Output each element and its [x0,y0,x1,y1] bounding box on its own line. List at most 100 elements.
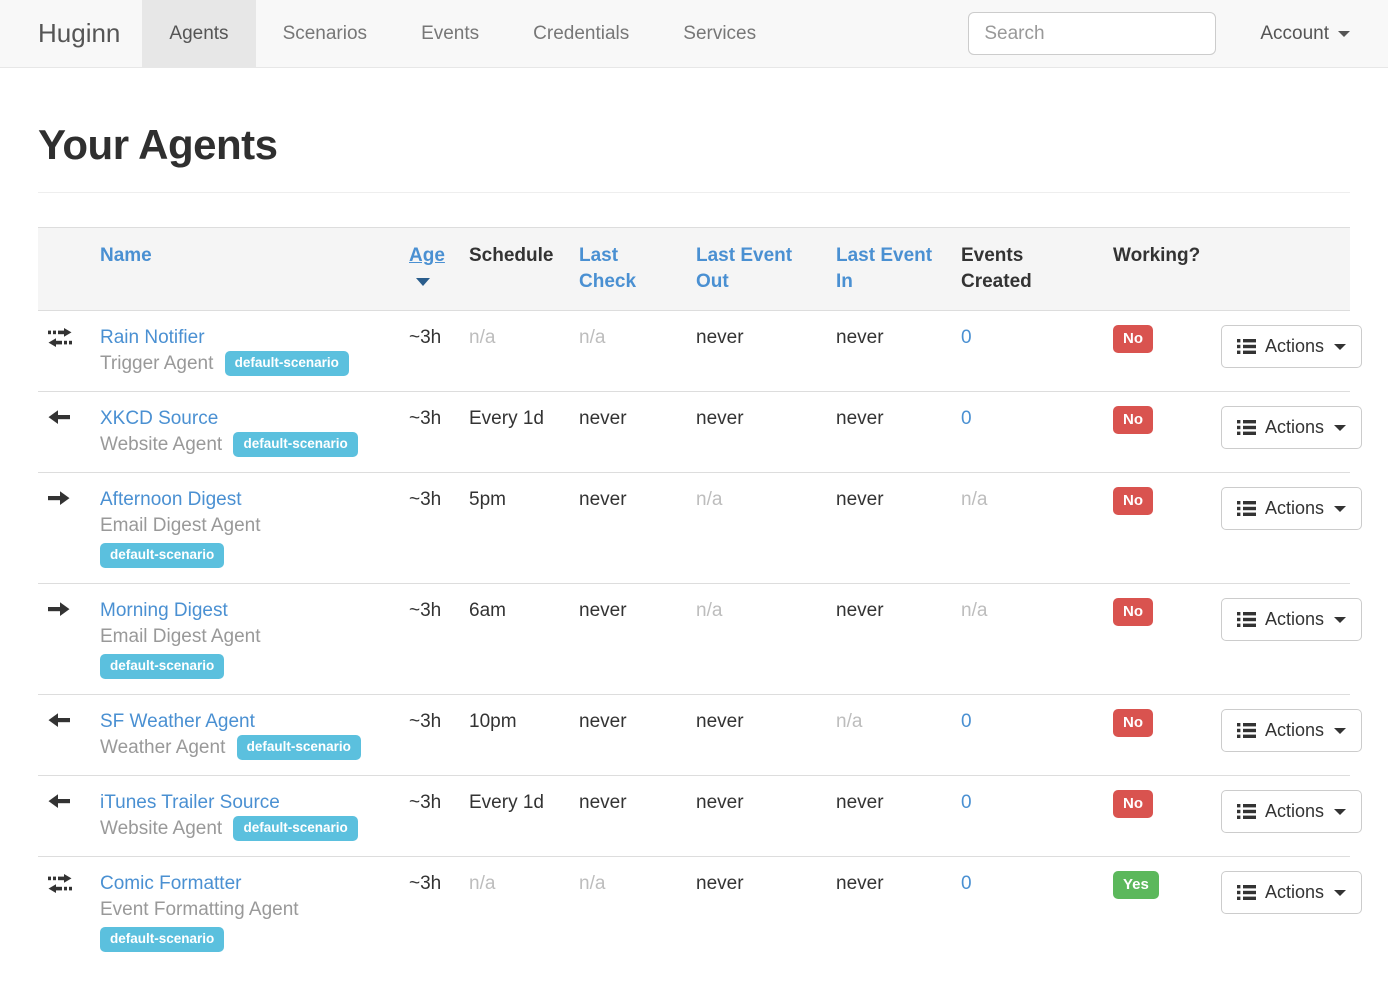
actions-label: Actions [1265,609,1325,629]
exchange-icon [47,328,84,347]
agent-name-link[interactable]: XKCD Source [100,408,219,429]
agent-name-link[interactable]: Rain Notifier [100,327,205,348]
column-header-last-check[interactable]: Last Check [571,227,688,311]
actions-label: Actions [1265,336,1325,356]
events-created-cell[interactable]: 0 [953,310,1105,392]
agent-name-link[interactable]: SF Weather Agent [100,711,255,732]
header-row: Name Age Schedule Last Check Last Event Out L… [38,227,1350,311]
age-cell: ~3h [401,775,461,857]
actions-button[interactable]: Actions [1221,598,1363,641]
nav-tabs: Agents Scenarios Events Credentials Services [142,0,783,67]
scenario-badge[interactable]: default-scenario [100,543,225,568]
events-created-cell[interactable]: 0 [953,694,1105,776]
scenario-badge[interactable]: default-scenario [233,816,358,841]
column-header-age[interactable]: Age [401,227,461,311]
brand-link[interactable]: Huginn [38,18,121,48]
agent-name-link[interactable]: Afternoon Digest [100,489,242,510]
scenario-badge[interactable]: default-scenario [100,927,225,952]
last-check-cell: never [571,583,688,695]
column-header-name[interactable]: Name [92,227,401,311]
table-row: Morning Digest Email Digest Agent defaul… [38,583,1363,695]
last-event-in-cell: never [828,583,953,695]
list-icon [1237,804,1256,819]
main-content: Your Agents Name Age Schedule Last Check Las… [0,122,1388,967]
column-header-last-event-in[interactable]: Last Event In [828,227,953,311]
scenario-badge[interactable]: default-scenario [236,735,361,760]
nav-tab-events[interactable]: Events [421,23,480,44]
list-icon [1237,420,1256,435]
nav-tab-scenarios[interactable]: Scenarios [282,23,368,44]
agent-name-link[interactable]: Morning Digest [100,600,228,621]
page-title: Your Agents [38,121,278,168]
schedule-cell: Every 1d [461,391,571,473]
caret-down-icon [1334,424,1347,431]
list-icon [1237,339,1256,354]
column-header-label: Events Created [961,245,1032,292]
schedule-cell: 6am [461,583,571,695]
actions-button[interactable]: Actions [1221,790,1363,833]
last-check-cell: never [571,694,688,776]
events-created-cell[interactable]: 0 [953,391,1105,473]
list-icon [1237,885,1256,900]
actions-button[interactable]: Actions [1221,709,1363,752]
caret-down-icon [1334,808,1347,815]
actions-button[interactable]: Actions [1221,871,1363,914]
scenario-badge[interactable]: default-scenario [224,351,349,376]
nav-tab-credentials[interactable]: Credentials [533,23,630,44]
title-divider [38,192,1350,193]
column-header-schedule: Schedule [461,227,571,311]
column-header-events-created: Events Created [953,227,1105,311]
search-input[interactable] [968,12,1217,55]
actions-label: Actions [1265,882,1325,902]
table-row: iTunes Trailer Source Website Agent defa… [38,775,1363,857]
last-check-cell: never [571,472,688,584]
search-wrap [968,0,1217,67]
last-event-in-cell: never [828,391,953,473]
column-header-working: Working? [1105,227,1213,311]
last-event-in-cell: never [836,873,884,894]
events-created-cell[interactable]: 0 [961,873,972,894]
caret-down-icon [1334,889,1347,896]
table-body: Rain Notifier Trigger Agent default-scen… [38,310,1363,968]
events-created-cell[interactable]: 0 [953,775,1105,857]
caret-down-icon [1338,30,1350,37]
sort-caret-icon [416,277,430,286]
table-header: Name Age Schedule Last Check Last Event Out L… [38,227,1350,311]
arrow-left-icon [47,409,84,425]
navbar: Huginn Agents Scenarios Events Credentials S… [0,0,1388,68]
nav-tab-services[interactable]: Services [683,23,757,44]
column-header-last-event-out[interactable]: Last Event Out [688,227,828,311]
scenario-badge[interactable]: default-scenario [100,654,225,679]
last-event-out-cell: never [696,873,744,894]
scenario-badge[interactable]: default-scenario [233,432,358,457]
caret-down-icon [1334,727,1347,734]
nav-tab-agents[interactable]: Agents [142,0,256,67]
table-row: SF Weather Agent Weather Agent default-s… [38,694,1363,776]
account-menu[interactable]: Account [1260,0,1388,67]
actions-button[interactable]: Actions [1221,325,1363,368]
agent-name-link[interactable]: Comic Formatter [100,873,242,894]
agent-name-link[interactable]: iTunes Trailer Source [100,792,280,813]
column-header [1213,227,1350,311]
exchange-icon [47,874,84,893]
last-event-in-cell: never [828,310,953,392]
last-check-cell: never [571,775,688,857]
status-badge: Yes [1113,871,1159,899]
column-header [38,227,92,311]
actions-button[interactable]: Actions [1221,487,1363,530]
actions-label: Actions [1265,720,1325,740]
caret-down-icon [1334,343,1347,350]
actions-label: Actions [1265,498,1325,518]
actions-button[interactable]: Actions [1221,406,1363,449]
column-header-label: Age [409,245,445,266]
status-badge: No [1113,790,1153,818]
status-badge: No [1113,487,1153,515]
actions-label: Actions [1265,801,1325,821]
last-event-in-cell: never [828,472,953,584]
agent-type-label: Website Agent [100,434,223,455]
agent-type-label: Event Formatting Agent [100,899,299,920]
age-cell: ~3h [401,472,461,584]
column-header-label: Last Event In [836,245,933,292]
agent-type-label: Email Digest Agent [100,515,261,536]
last-check-cell: n/a [571,310,688,392]
